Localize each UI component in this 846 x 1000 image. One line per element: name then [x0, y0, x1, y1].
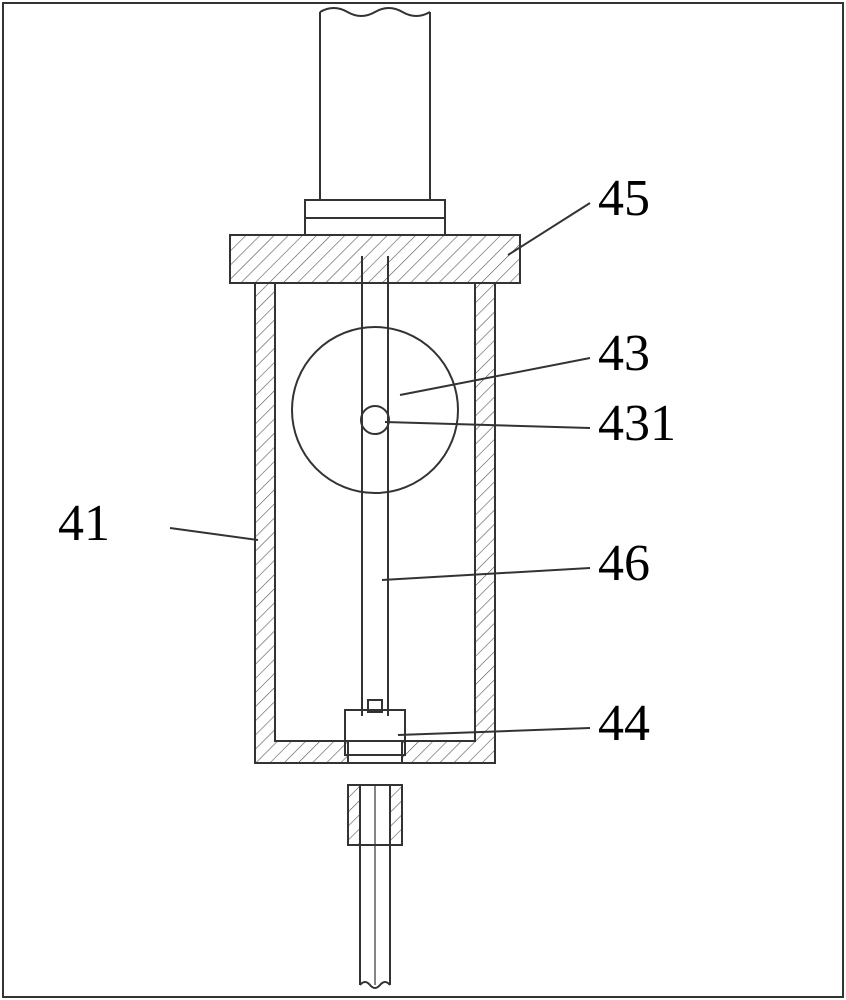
leader-45: [508, 203, 590, 255]
neck-wall-left: [348, 785, 360, 845]
label-45: 45: [598, 170, 650, 227]
neck-wall-right: [390, 785, 402, 845]
leader-41: [170, 528, 258, 540]
label-41: 41: [58, 495, 110, 552]
top-collar: [305, 200, 445, 218]
label-44: 44: [598, 695, 650, 752]
label-43: 43: [598, 325, 650, 382]
barrel-wall-right: [402, 283, 495, 763]
ball-43: [292, 327, 458, 493]
top-shaft-break: [320, 8, 430, 16]
label-46: 46: [598, 535, 650, 592]
barrel-cavity: [275, 283, 475, 741]
motor-44: [345, 710, 405, 755]
pin-431: [361, 406, 389, 434]
barrel-wall-left: [255, 283, 348, 763]
barrel-41: [255, 283, 495, 763]
label-431: 431: [598, 395, 676, 452]
flange-45: [230, 235, 520, 283]
